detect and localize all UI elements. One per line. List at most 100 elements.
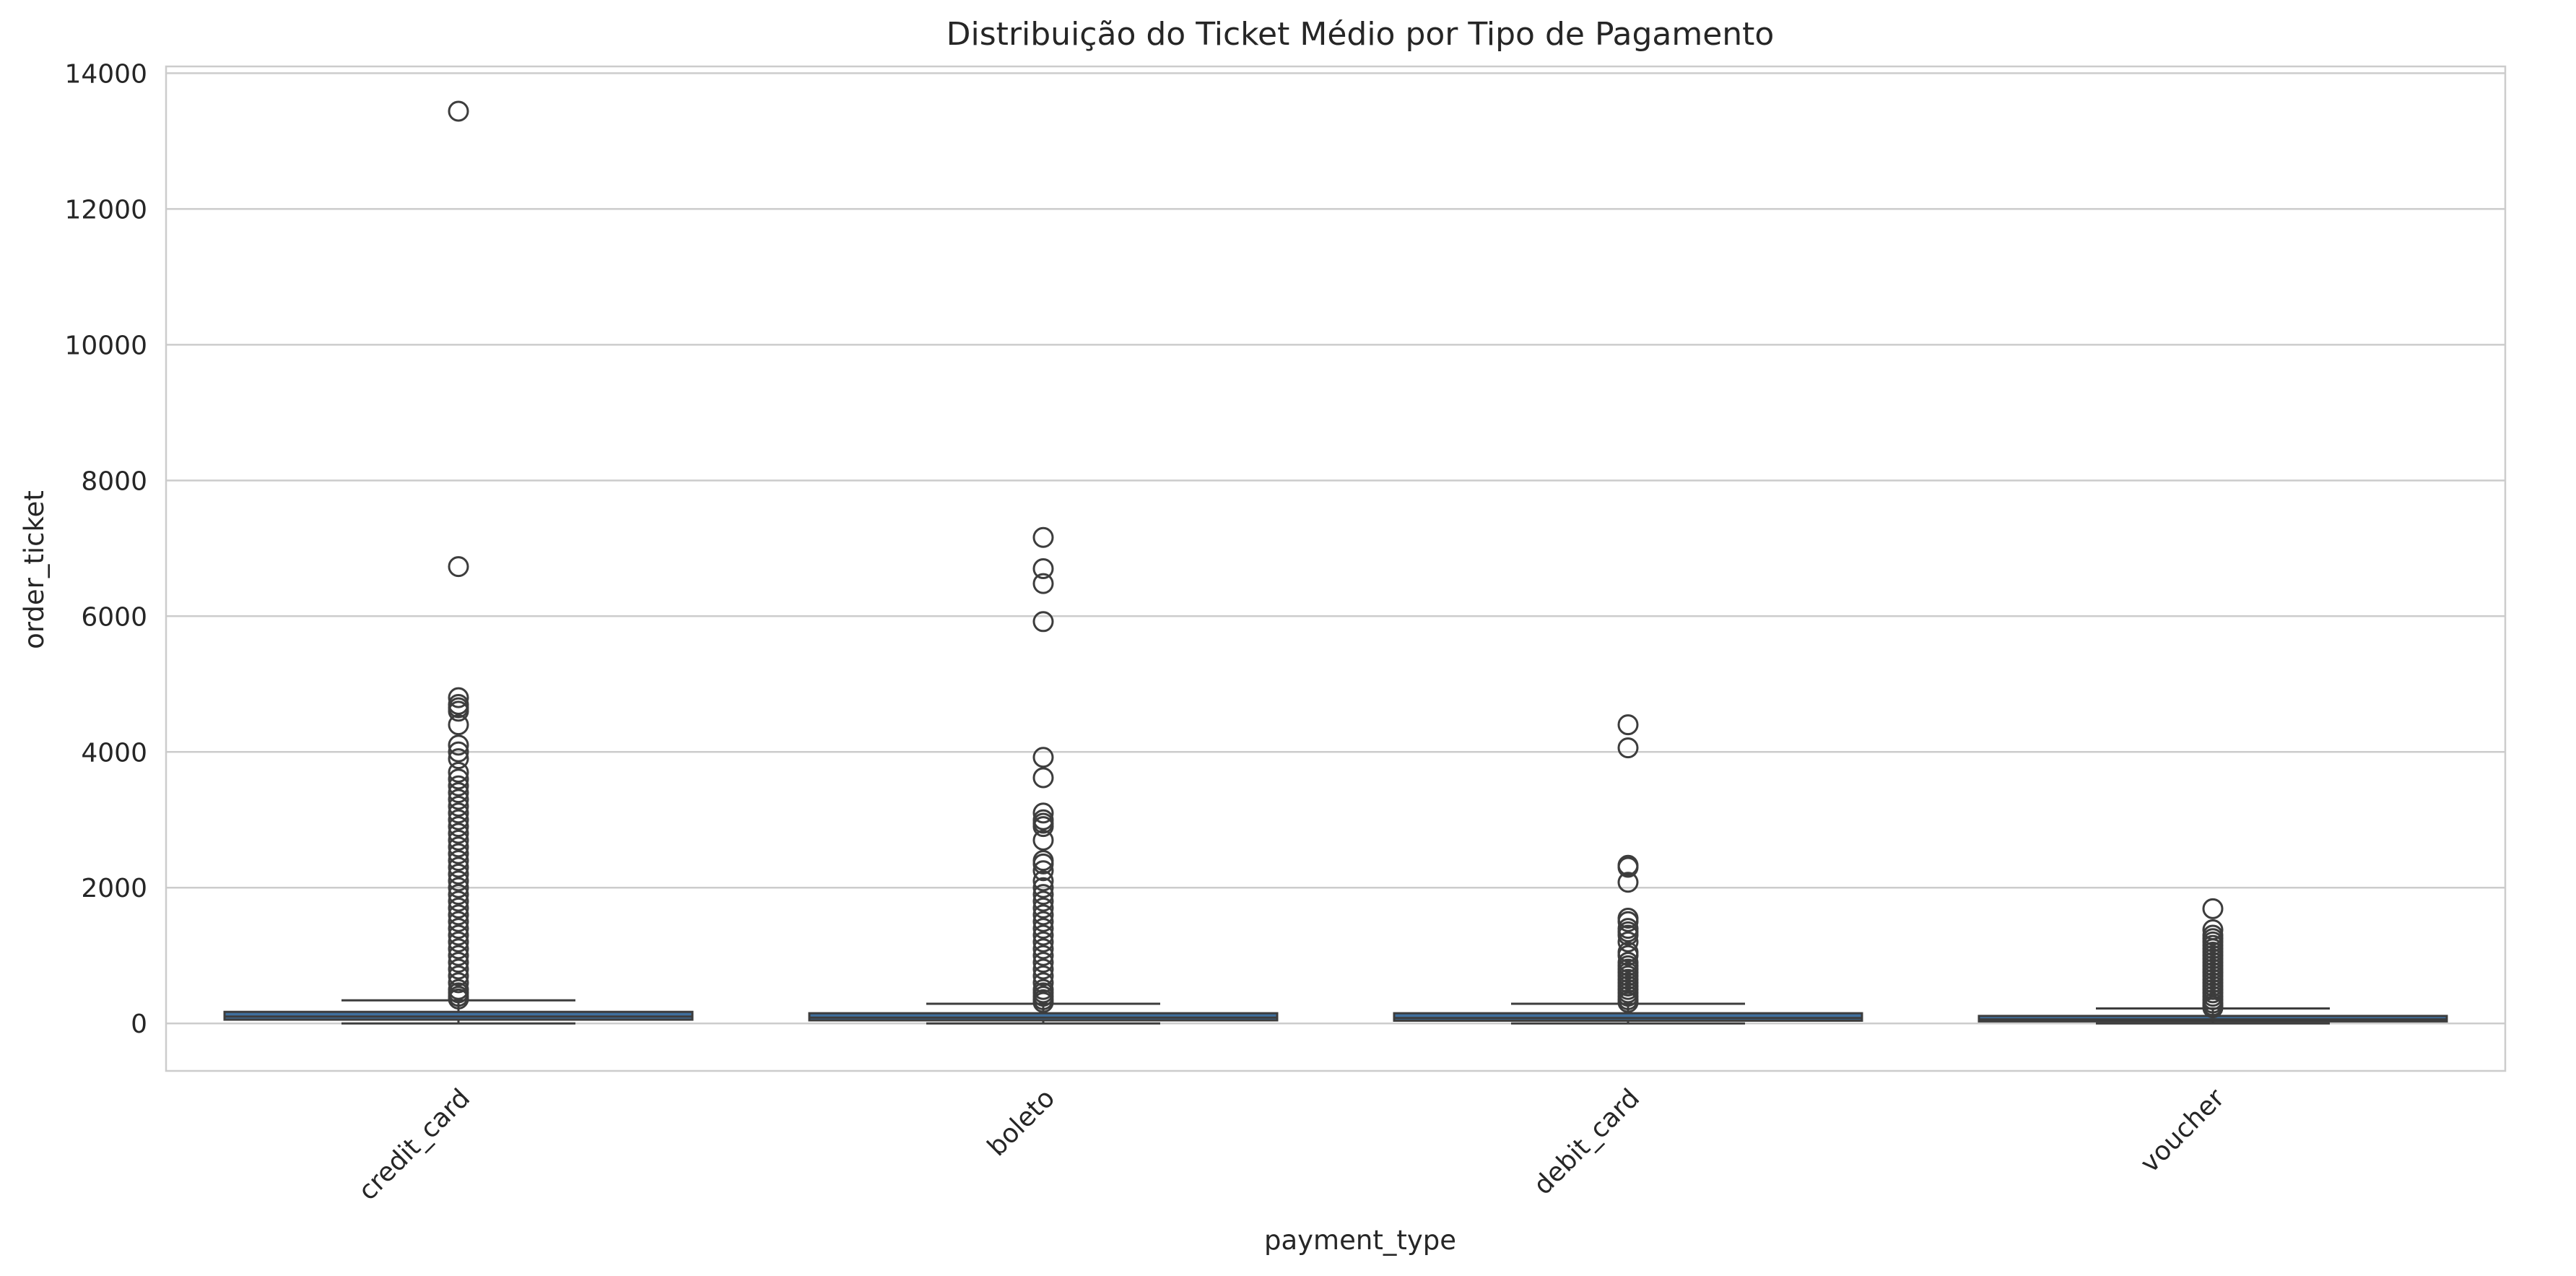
outlier-point: [448, 877, 469, 898]
outlier-point: [448, 741, 469, 763]
outlier-point: [1032, 747, 1054, 768]
outlier-point: [1032, 853, 1054, 874]
y-tick-label: 12000: [64, 195, 147, 225]
outlier-point: [448, 911, 469, 932]
outlier-point: [1032, 573, 1054, 594]
box-credit_card: [223, 999, 694, 1025]
outlier-point: [448, 972, 469, 994]
outlier-point: [1032, 816, 1054, 838]
outlier-point: [448, 789, 469, 810]
outlier-point: [1032, 931, 1054, 952]
outlier-point: [448, 782, 469, 804]
outlier-point: [1032, 558, 1054, 579]
outliers-credit_card: [448, 100, 469, 1010]
outlier-point: [1032, 918, 1054, 939]
outlier-point: [1032, 526, 1054, 548]
outlier-point: [448, 958, 469, 980]
outlier-point: [448, 856, 469, 878]
outlier-point: [1617, 991, 1639, 1013]
y-tick-label: 6000: [81, 602, 147, 632]
outlier-point: [1032, 884, 1054, 906]
outlier-point: [448, 850, 469, 872]
outlier-point: [448, 897, 469, 919]
outlier-point: [1032, 870, 1054, 892]
outlier-point: [448, 904, 469, 926]
outliers-debit_card: [1617, 714, 1639, 1013]
outlier-point: [448, 918, 469, 939]
outlier-point: [448, 700, 469, 722]
outlier-point: [448, 795, 469, 817]
outlier-point: [448, 829, 469, 851]
outlier-point: [448, 884, 469, 906]
outlier-point: [1032, 829, 1054, 851]
outlier-point: [448, 843, 469, 864]
outlier-point: [448, 870, 469, 892]
outlier-point: [1617, 872, 1639, 893]
outliers: [448, 100, 2224, 1019]
outlier-point: [448, 890, 469, 912]
box-boleto: [808, 1002, 1279, 1025]
outlier-point: [1032, 767, 1054, 789]
outliers-boleto: [1032, 526, 1054, 1013]
outliers-voucher: [2202, 898, 2224, 1019]
y-tick-label: 10000: [64, 331, 147, 360]
outlier-point: [1617, 737, 1639, 759]
boxes: [223, 999, 2448, 1025]
box-debit_card: [1393, 1002, 1863, 1025]
outlier-point: [1032, 897, 1054, 919]
outlier-point: [448, 775, 469, 797]
outlier-point: [448, 863, 469, 885]
outlier-point: [448, 734, 469, 756]
outlier-point: [448, 938, 469, 960]
outlier-point: [1032, 938, 1054, 960]
outlier-point: [448, 687, 469, 708]
outlier-point: [448, 836, 469, 858]
outlier-point: [1032, 991, 1054, 1013]
y-tick-labels: 0 2000 4000 6000 8000 10000 12000 14000: [64, 59, 147, 1039]
outlier-point: [448, 100, 469, 122]
plot-area: [165, 65, 2507, 1072]
outlier-point: [448, 931, 469, 952]
outlier-point: [1032, 945, 1054, 966]
y-tick-label: 0: [131, 1010, 147, 1039]
outlier-point: [1032, 890, 1054, 912]
y-tick-label: 14000: [64, 59, 147, 89]
outlier-point: [1032, 952, 1054, 973]
y-tick-label: 4000: [81, 738, 147, 768]
outlier-point: [1617, 924, 1639, 946]
outlier-point: [1032, 924, 1054, 946]
outlier-point: [448, 761, 469, 783]
outlier-point: [1617, 714, 1639, 736]
x-axis-title: payment_type: [1264, 1225, 1456, 1256]
outlier-point: [448, 965, 469, 986]
outlier-point: [1032, 904, 1054, 926]
outlier-point: [1032, 877, 1054, 898]
outlier-point: [448, 748, 469, 770]
outlier-point: [2202, 898, 2224, 919]
outlier-point: [1032, 611, 1054, 633]
outlier-point: [1032, 860, 1054, 882]
outlier-point: [448, 768, 469, 790]
outlier-point: [448, 945, 469, 966]
outlier-point: [1617, 911, 1639, 932]
outlier-point: [448, 952, 469, 973]
outlier-point: [2202, 997, 2224, 1019]
outlier-point: [448, 802, 469, 824]
outlier-point: [1032, 802, 1054, 824]
outlier-point: [1617, 931, 1639, 952]
y-tick-label: 8000: [81, 466, 147, 496]
outlier-point: [448, 988, 469, 1010]
outlier-point: [1032, 911, 1054, 932]
outlier-point: [448, 714, 469, 736]
outlier-point: [448, 816, 469, 838]
outlier-point: [1617, 945, 1639, 966]
outlier-point: [448, 823, 469, 844]
outlier-point: [448, 924, 469, 946]
outlier-point: [448, 809, 469, 830]
y-tick-label: 2000: [81, 874, 147, 903]
chart-title: Distribuição do Ticket Médio por Tipo de…: [947, 16, 1775, 53]
outlier-point: [1032, 965, 1054, 986]
y-axis-title: order_ticket: [19, 490, 50, 649]
outlier-point: [1032, 958, 1054, 980]
